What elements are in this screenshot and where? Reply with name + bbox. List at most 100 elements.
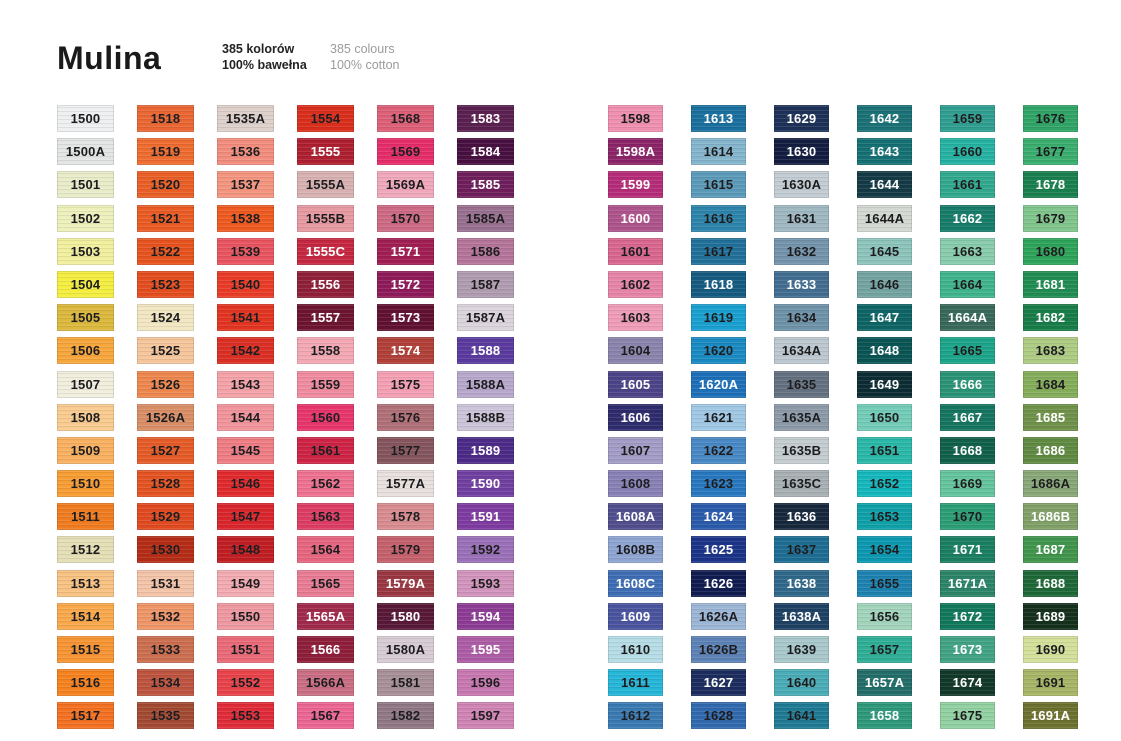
swatch-1555C: 1555C — [297, 237, 354, 265]
swatch-1572: 1572 — [377, 270, 434, 298]
swatch-1671A: 1671A — [940, 569, 995, 597]
swatch-1596: 1596 — [457, 669, 514, 697]
swatch-1609: 1609 — [608, 602, 663, 630]
swatch-1538: 1538 — [217, 204, 274, 232]
swatch-1664A: 1664A — [940, 304, 995, 332]
swatch-1598: 1598 — [608, 105, 663, 132]
subtitle-polish-line1: 385 kolorów — [222, 42, 295, 56]
swatch-1603: 1603 — [608, 304, 663, 332]
swatch-1535A: 1535A — [217, 105, 274, 132]
swatch-1656: 1656 — [857, 602, 912, 630]
swatch-1508: 1508 — [57, 403, 114, 431]
swatch-1686B: 1686B — [1023, 503, 1078, 531]
swatch-1628: 1628 — [691, 702, 746, 730]
swatch-1612: 1612 — [608, 702, 663, 730]
swatch-1537: 1537 — [217, 171, 274, 199]
swatch-1623: 1623 — [691, 470, 746, 498]
swatch-1584: 1584 — [457, 138, 514, 166]
swatch-1606: 1606 — [608, 403, 663, 431]
swatch-1563: 1563 — [297, 503, 354, 531]
swatch-1686A: 1686A — [1023, 470, 1078, 498]
swatch-1626: 1626 — [691, 569, 746, 597]
swatch-1514: 1514 — [57, 602, 114, 630]
swatch-1644: 1644 — [857, 171, 912, 199]
swatch-1565: 1565 — [297, 569, 354, 597]
swatch-1676: 1676 — [1023, 105, 1078, 132]
swatch-1526: 1526 — [137, 370, 194, 398]
swatch-1662: 1662 — [940, 204, 995, 232]
swatch-1655: 1655 — [857, 569, 912, 597]
swatch-1621: 1621 — [691, 403, 746, 431]
swatch-1605: 1605 — [608, 370, 663, 398]
swatch-1580A: 1580A — [377, 636, 434, 663]
swatch-1610: 1610 — [608, 636, 663, 663]
swatch-1677: 1677 — [1023, 138, 1078, 166]
swatch-1589: 1589 — [457, 436, 514, 464]
swatch-1588: 1588 — [457, 337, 514, 365]
swatch-1531: 1531 — [137, 569, 194, 597]
swatch-1604: 1604 — [608, 337, 663, 365]
swatch-1642: 1642 — [857, 105, 912, 132]
swatch-1649: 1649 — [857, 370, 912, 398]
swatch-1630A: 1630A — [774, 171, 829, 199]
swatch-1643: 1643 — [857, 138, 912, 166]
swatch-1678: 1678 — [1023, 171, 1078, 199]
swatch-1561: 1561 — [297, 436, 354, 464]
swatch-1530: 1530 — [137, 536, 194, 564]
swatch-1557: 1557 — [297, 304, 354, 332]
swatch-1535: 1535 — [137, 702, 194, 730]
swatch-1608: 1608 — [608, 470, 663, 498]
swatch-1549: 1549 — [217, 569, 274, 597]
swatch-1690: 1690 — [1023, 636, 1078, 663]
swatch-1644A: 1644A — [857, 204, 912, 232]
swatch-1635B: 1635B — [774, 436, 829, 464]
swatch-1505: 1505 — [57, 304, 114, 332]
swatch-1671: 1671 — [940, 536, 995, 564]
swatch-1635C: 1635C — [774, 470, 829, 498]
swatch-1594: 1594 — [457, 602, 514, 630]
swatch-1675: 1675 — [940, 702, 995, 730]
swatch-grid-right: 1598 1598A 1599 1600 1601 1602 1603 1604 1605 160… — [608, 105, 1078, 730]
swatch-1565A: 1565A — [297, 602, 354, 630]
swatch-1573: 1573 — [377, 304, 434, 332]
swatch-1689: 1689 — [1023, 602, 1078, 630]
swatch-1668: 1668 — [940, 436, 995, 464]
swatch-1661: 1661 — [940, 171, 995, 199]
swatch-1680: 1680 — [1023, 237, 1078, 265]
swatch-1658: 1658 — [857, 702, 912, 730]
swatch-1539: 1539 — [217, 237, 274, 265]
swatch-1688: 1688 — [1023, 569, 1078, 597]
swatch-1579: 1579 — [377, 536, 434, 564]
swatch-1615: 1615 — [691, 171, 746, 199]
swatch-1536: 1536 — [217, 138, 274, 166]
swatch-1588A: 1588A — [457, 370, 514, 398]
swatch-1626B: 1626B — [691, 636, 746, 663]
swatch-1657A: 1657A — [857, 669, 912, 697]
swatch-1524: 1524 — [137, 304, 194, 332]
swatch-1597: 1597 — [457, 702, 514, 730]
swatch-1570: 1570 — [377, 204, 434, 232]
swatch-1574: 1574 — [377, 337, 434, 365]
swatch-1647: 1647 — [857, 304, 912, 332]
swatch-1627: 1627 — [691, 669, 746, 697]
swatch-1619: 1619 — [691, 304, 746, 332]
swatch-1632: 1632 — [774, 237, 829, 265]
swatch-1634A: 1634A — [774, 337, 829, 365]
swatch-1620: 1620 — [691, 337, 746, 365]
swatch-1568: 1568 — [377, 105, 434, 132]
swatch-1541: 1541 — [217, 304, 274, 332]
swatch-1607: 1607 — [608, 436, 663, 464]
swatch-1518: 1518 — [137, 105, 194, 132]
swatch-1564: 1564 — [297, 536, 354, 564]
swatch-1555A: 1555A — [297, 171, 354, 199]
swatch-1552: 1552 — [217, 669, 274, 697]
swatch-1613: 1613 — [691, 105, 746, 132]
swatch-1502: 1502 — [57, 204, 114, 232]
swatch-1500A: 1500A — [57, 138, 114, 166]
swatch-1601: 1601 — [608, 237, 663, 265]
swatch-1614: 1614 — [691, 138, 746, 166]
swatch-1586: 1586 — [457, 237, 514, 265]
swatch-1681: 1681 — [1023, 270, 1078, 298]
swatch-1663: 1663 — [940, 237, 995, 265]
swatch-1566: 1566 — [297, 636, 354, 663]
